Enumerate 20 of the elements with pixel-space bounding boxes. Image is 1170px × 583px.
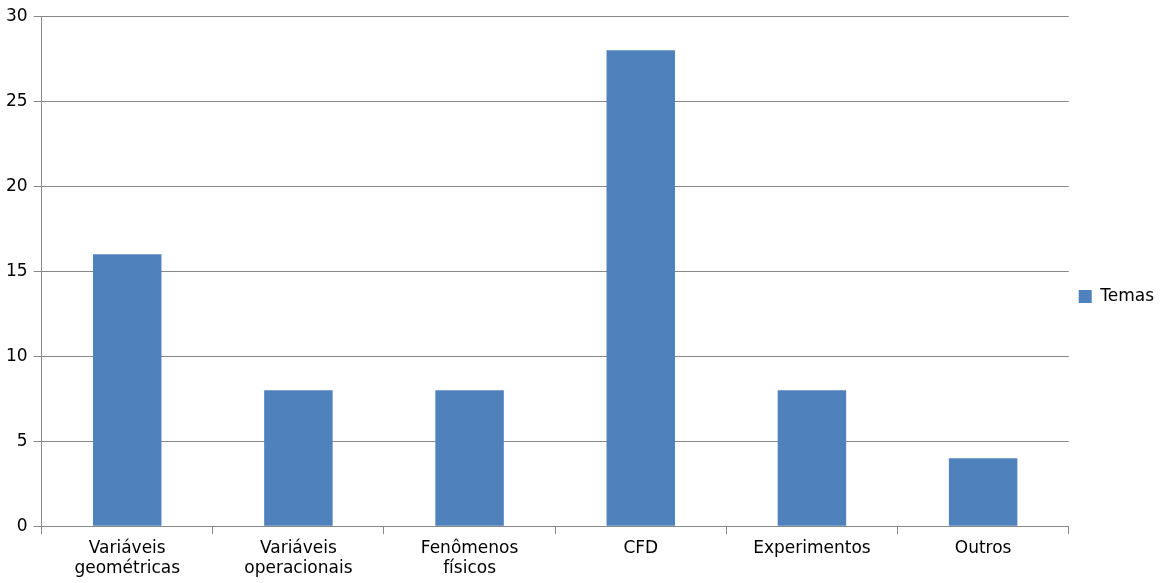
x-tick-label: Experimentos <box>753 536 871 557</box>
y-tick-label: 25 <box>5 89 28 110</box>
y-tick-label: 20 <box>5 174 28 195</box>
y-tick-label: 15 <box>5 259 28 280</box>
bar <box>777 390 847 526</box>
x-tick-label: Variáveis operacionais <box>244 536 353 578</box>
bar <box>606 50 675 526</box>
x-tick-label: Fenômenos físicos <box>420 536 519 578</box>
x-tick-label: Outros <box>954 536 1012 557</box>
bar <box>264 390 333 526</box>
legend-label: Temas <box>1099 284 1155 305</box>
y-tick-label: 10 <box>5 344 28 365</box>
x-tick-label: Variáveis geométricas <box>74 536 181 578</box>
y-tick-label: 5 <box>16 429 28 450</box>
bar <box>92 254 162 526</box>
y-tick-label: 30 <box>5 4 28 25</box>
bar <box>435 390 504 526</box>
y-tick-label: 0 <box>16 514 28 535</box>
bar <box>948 458 1018 526</box>
x-tick-label: CFD <box>623 536 659 557</box>
